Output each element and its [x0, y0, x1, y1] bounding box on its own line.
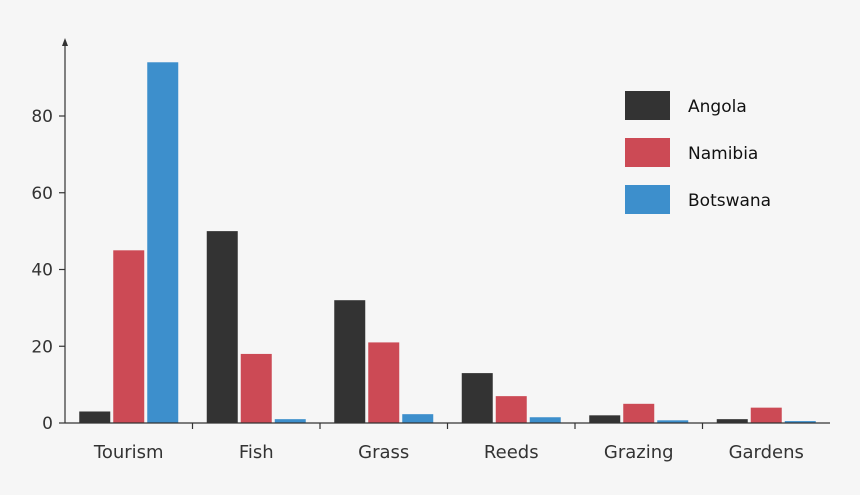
y-tick-label: 60 [31, 184, 53, 204]
bar-namibia-gardens [750, 407, 782, 423]
x-category-label: Grass [358, 442, 409, 463]
x-category-label: Reeds [484, 442, 539, 463]
legend-label-angola: Angola [688, 97, 747, 117]
bar-angola-tourism [79, 411, 111, 423]
y-tick-label: 0 [42, 414, 53, 434]
legend-swatch-angola [625, 91, 670, 120]
x-category-label: Gardens [729, 442, 804, 463]
bar-botswana-gardens [784, 421, 816, 423]
legend-swatch-botswana [625, 185, 670, 214]
x-categories-group: Tourism Fish Grass Reeds Grazing Gardens [93, 423, 804, 463]
bar-botswana-fish [274, 419, 306, 423]
bar-angola-grazing [589, 415, 621, 423]
y-tick-label: 40 [31, 261, 53, 281]
legend-label-botswana: Botswana [688, 191, 771, 211]
bar-botswana-reeds [529, 417, 561, 423]
bar-namibia-grazing [623, 403, 655, 423]
legend-swatch-namibia [625, 138, 670, 167]
y-axis-arrow [62, 38, 68, 46]
bar-angola-fish [206, 231, 238, 423]
bar-namibia-tourism [113, 250, 145, 423]
y-tick-label: 20 [31, 337, 53, 357]
legend-label-namibia: Namibia [688, 144, 758, 164]
bar-angola-gardens [716, 419, 748, 423]
y-tick-label: 80 [31, 107, 53, 127]
bar-namibia-reeds [495, 396, 527, 423]
bar-botswana-grazing [657, 420, 689, 423]
y-ticks-group: 0 20 40 60 80 [31, 107, 65, 434]
bar-namibia-grass [368, 342, 400, 423]
bar-botswana-tourism [147, 62, 179, 424]
bars-group [79, 62, 816, 424]
legend: Angola Namibia Botswana [625, 91, 771, 214]
x-category-label: Fish [239, 442, 274, 463]
x-category-label: Grazing [604, 442, 674, 463]
bar-namibia-fish [240, 353, 272, 423]
bar-angola-reeds [461, 373, 493, 423]
x-category-label: Tourism [93, 442, 164, 463]
bar-botswana-grass [402, 414, 434, 423]
bar-angola-grass [334, 300, 366, 423]
